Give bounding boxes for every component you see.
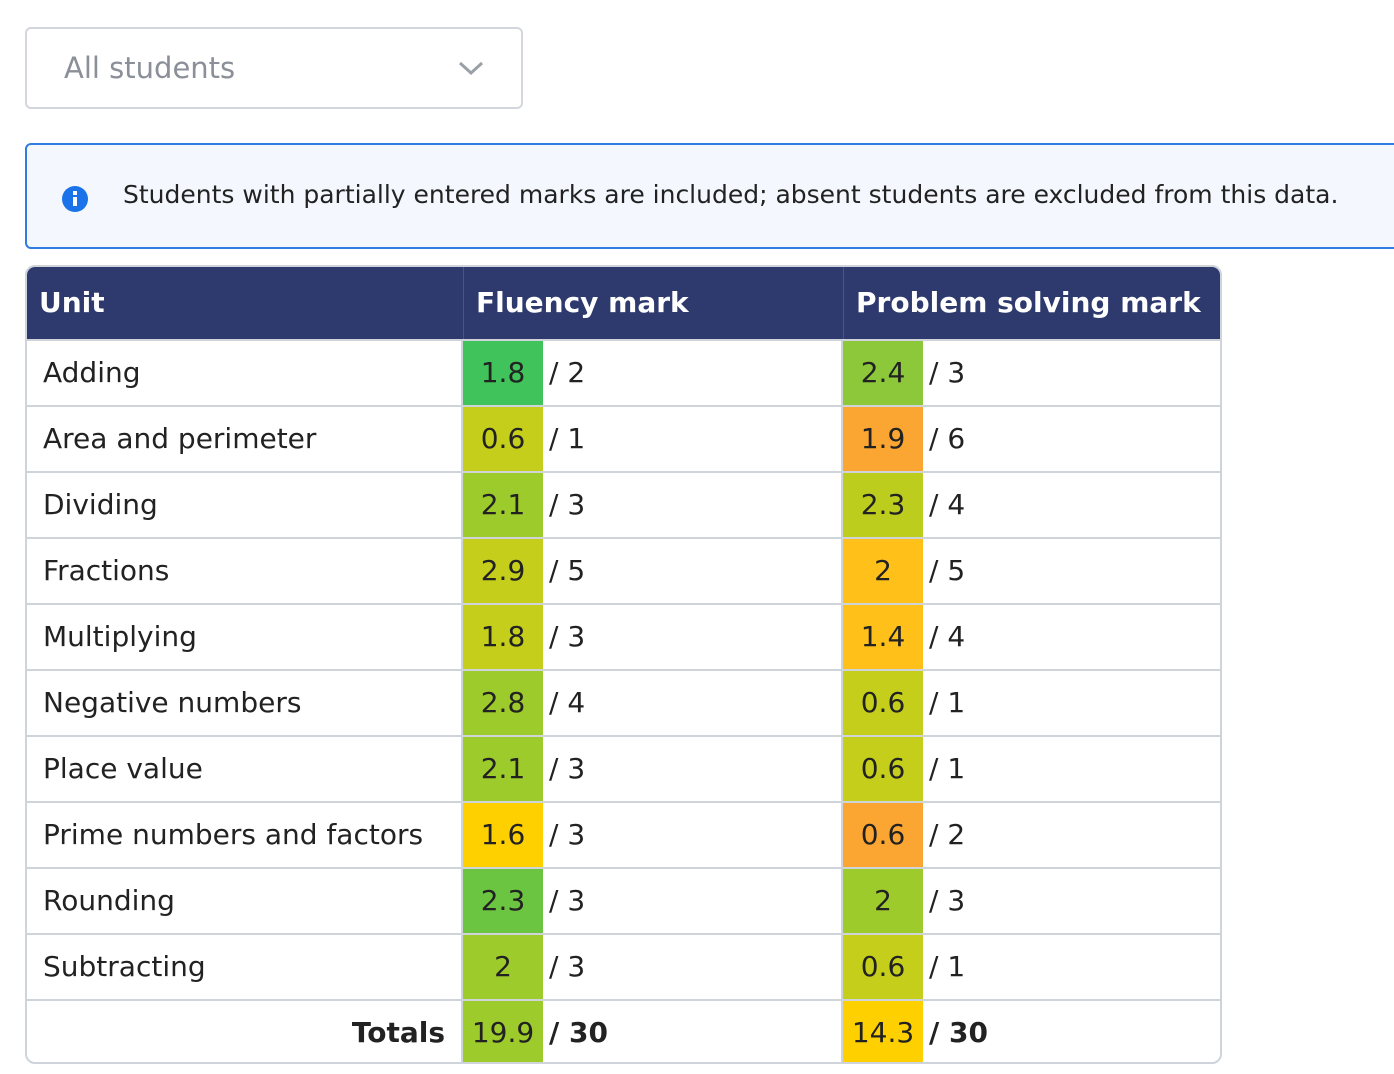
table-row: Place value 2.1/ 3 0.6/ 1 — [27, 735, 1220, 801]
column-divider — [461, 869, 463, 933]
table-row: Prime numbers and factors 1.6/ 3 0.6/ 2 — [27, 801, 1220, 867]
max-mark: / 3 — [929, 356, 966, 389]
column-divider — [461, 341, 463, 405]
table-row: Fractions 2.9/ 5 2/ 5 — [27, 537, 1220, 603]
max-mark: / 30 — [549, 1016, 608, 1049]
marks-table: Unit Fluency mark Problem solving mark Addi… — [25, 265, 1222, 1064]
score: 1.9 — [843, 407, 923, 471]
column-divider — [841, 341, 843, 405]
filter-value: All students — [64, 51, 236, 85]
column-divider — [461, 803, 463, 867]
max-mark: / 5 — [549, 554, 586, 587]
unit-name: Multiplying — [43, 620, 197, 653]
score: 2.1 — [463, 737, 543, 801]
score: 0.6 — [843, 737, 923, 801]
unit-name: Dividing — [43, 488, 158, 521]
unit-name: Adding — [43, 356, 141, 389]
max-mark: / 4 — [549, 686, 586, 719]
table-row: Adding 1.8/ 2 2.4/ 3 — [27, 339, 1220, 405]
table-row: Area and perimeter 0.6/ 1 1.9/ 6 — [27, 405, 1220, 471]
totals-label: Totals — [351, 1016, 445, 1049]
score: 2.8 — [463, 671, 543, 735]
score: 1.8 — [463, 341, 543, 405]
totals-row: Totals 19.9/ 30 14.3/ 30 — [27, 999, 1220, 1062]
unit-name: Fractions — [43, 554, 170, 587]
max-mark: / 30 — [929, 1016, 988, 1049]
score: 2 — [463, 935, 543, 999]
column-header: Fluency mark — [463, 267, 843, 339]
column-divider — [841, 737, 843, 801]
table-row: Subtracting 2/ 3 0.6/ 1 — [27, 933, 1220, 999]
score: 1.6 — [463, 803, 543, 867]
unit-name: Area and perimeter — [43, 422, 317, 455]
score: 2 — [843, 869, 923, 933]
max-mark: / 1 — [929, 950, 966, 983]
score: 14.3 — [843, 1001, 923, 1062]
score: 1.8 — [463, 605, 543, 669]
score: 2.3 — [463, 869, 543, 933]
max-mark: / 3 — [549, 752, 586, 785]
score: 2.3 — [843, 473, 923, 537]
max-mark: / 1 — [549, 422, 586, 455]
column-divider — [841, 407, 843, 471]
table-row: Multiplying 1.8/ 3 1.4/ 4 — [27, 603, 1220, 669]
max-mark: / 2 — [929, 818, 966, 851]
column-divider — [841, 539, 843, 603]
score: 2 — [843, 539, 923, 603]
column-divider — [841, 869, 843, 933]
max-mark: / 4 — [929, 620, 966, 653]
score: 0.6 — [463, 407, 543, 471]
max-mark: / 6 — [929, 422, 966, 455]
chevron-icon — [458, 61, 484, 76]
unit-name: Prime numbers and factors — [43, 818, 424, 851]
score: 2.9 — [463, 539, 543, 603]
info-icon — [62, 186, 88, 212]
column-divider — [461, 407, 463, 471]
max-mark: / 3 — [929, 884, 966, 917]
max-mark: / 3 — [549, 620, 586, 653]
column-divider — [461, 935, 463, 999]
column-divider — [841, 473, 843, 537]
unit-name: Subtracting — [43, 950, 206, 983]
score: 19.9 — [463, 1001, 543, 1062]
max-mark: / 1 — [929, 686, 966, 719]
column-divider — [841, 803, 843, 867]
info-banner: Students with partially entered marks ar… — [25, 143, 1394, 249]
score: 0.6 — [843, 803, 923, 867]
score: 0.6 — [843, 671, 923, 735]
column-divider — [841, 935, 843, 999]
score: 2.1 — [463, 473, 543, 537]
max-mark: / 3 — [549, 950, 586, 983]
table-row: Negative numbers 2.8/ 4 0.6/ 1 — [27, 669, 1220, 735]
table-row: Rounding 2.3/ 3 2/ 3 — [27, 867, 1220, 933]
max-mark: / 3 — [549, 884, 586, 917]
column-header: Problem solving mark — [843, 267, 1220, 339]
student-filter[interactable]: All students — [25, 27, 523, 109]
unit-name: Negative numbers — [43, 686, 302, 719]
unit-name: Place value — [43, 752, 203, 785]
column-divider — [461, 605, 463, 669]
column-divider — [841, 1001, 843, 1062]
max-mark: / 3 — [549, 488, 586, 521]
max-mark: / 3 — [549, 818, 586, 851]
unit-name: Rounding — [43, 884, 175, 917]
info-text: Students with partially entered marks ar… — [123, 180, 1339, 209]
column-divider — [841, 605, 843, 669]
max-mark: / 1 — [929, 752, 966, 785]
column-divider — [841, 671, 843, 735]
column-divider — [461, 671, 463, 735]
score: 2.4 — [843, 341, 923, 405]
column-header: Unit — [27, 267, 463, 339]
column-divider — [461, 539, 463, 603]
max-mark: / 2 — [549, 356, 586, 389]
table-row: Dividing 2.1/ 3 2.3/ 4 — [27, 471, 1220, 537]
column-divider — [461, 473, 463, 537]
max-mark: / 4 — [929, 488, 966, 521]
score: 1.4 — [843, 605, 923, 669]
column-divider — [461, 737, 463, 801]
score: 0.6 — [843, 935, 923, 999]
max-mark: / 5 — [929, 554, 966, 587]
column-divider — [461, 1001, 463, 1062]
